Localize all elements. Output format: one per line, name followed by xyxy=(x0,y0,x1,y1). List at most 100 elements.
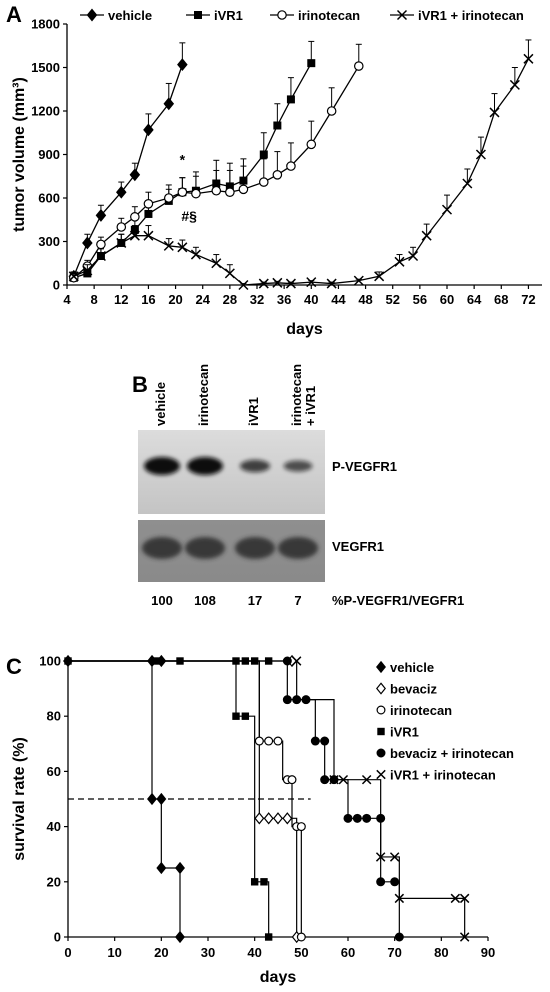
km-point-ivr1-irinotecan xyxy=(291,656,302,666)
panel-a-annotation: * xyxy=(180,152,186,168)
km-point-ivr1-irinotecan xyxy=(459,932,470,942)
km-point-ivr1 xyxy=(264,657,273,665)
band-p-vegfr1 xyxy=(283,460,313,472)
panel-c-letter: C xyxy=(6,654,22,679)
point-vehicle xyxy=(163,97,175,111)
legend-entry-ivr1-irinotecan: iVR1 + irinotecan xyxy=(390,8,524,23)
km-point-ivr1-irinotecan xyxy=(459,893,470,904)
point-ivr1-irinotecan xyxy=(143,230,154,241)
km-point-irinotecan xyxy=(254,736,264,746)
km-point-ivr1-irinotecan xyxy=(389,852,400,862)
legend-label-ivr1: iVR1 xyxy=(390,725,419,740)
point-irinotecan xyxy=(130,212,140,222)
panel-a-x-tick-label: 40 xyxy=(304,292,318,307)
band-p-vegfr1 xyxy=(239,459,271,473)
panel-a-x-tick-label: 48 xyxy=(358,292,372,307)
band-vegfr1 xyxy=(185,537,225,559)
km-point-bevaciz-irinotecan xyxy=(310,736,320,746)
point-irinotecan xyxy=(326,106,337,116)
panel-a-x-tick-label: 16 xyxy=(141,292,155,307)
km-point-bevaciz-irinotecan xyxy=(390,877,400,887)
point-ivr1-irinotecan xyxy=(475,149,486,160)
series-ivr1-irinotecan xyxy=(68,39,534,291)
legend-marker-ivr1-irinotecan xyxy=(396,9,408,21)
point-vehicle xyxy=(95,208,107,222)
quant-value: 7 xyxy=(294,593,301,608)
panel-a-y-tick-label: 1200 xyxy=(31,104,60,119)
point-irinotecan xyxy=(258,177,269,187)
panel-c-y-tick-label: 40 xyxy=(47,819,61,834)
point-ivr1-irinotecan xyxy=(374,271,385,282)
quant-value: 100 xyxy=(151,593,173,608)
km-point-vehicle xyxy=(175,930,185,944)
km-point-vehicle xyxy=(175,861,185,875)
band-p-vegfr1 xyxy=(187,457,223,475)
panel-a-y-tick-label: 0 xyxy=(53,278,60,293)
km-point-bevaciz-irinotecan xyxy=(320,775,330,785)
legend-label-bevaciz-irinotecan: bevaciz + irinotecan xyxy=(390,746,514,761)
series-irinotecan xyxy=(68,43,364,283)
km-point-irinotecan xyxy=(264,736,274,746)
km-point-bevaciz-irinotecan xyxy=(376,877,386,887)
band-vegfr1 xyxy=(235,537,275,559)
point-ivr1-irinotecan xyxy=(68,271,79,282)
legend-entry-ivr1-irinotecan: iVR1 + irinotecan xyxy=(376,768,496,783)
km-point-ivr1 xyxy=(232,657,240,665)
panel-c-x-tick-label: 90 xyxy=(481,945,495,960)
km-point-irinotecan xyxy=(296,932,306,942)
band-vegfr1 xyxy=(142,537,182,559)
panel-c-x-tick-label: 70 xyxy=(387,945,401,960)
point-ivr1 xyxy=(83,269,92,278)
legend-entry-vehicle: vehicle xyxy=(80,8,152,23)
point-irinotecan xyxy=(353,61,364,71)
point-ivr1-irinotecan xyxy=(95,250,106,262)
point-ivr1 xyxy=(307,59,316,68)
legend-marker-vehicle xyxy=(86,8,98,22)
quant-label: %P-VEGFR1/VEGFR1 xyxy=(332,593,464,608)
legend-entry-irinotecan: irinotecan xyxy=(270,8,360,23)
point-ivr1-irinotecan xyxy=(272,277,283,288)
km-point-irinotecan xyxy=(287,775,297,785)
km-point-bevaciz-irinotecan xyxy=(362,813,372,823)
series-ivr1 xyxy=(69,40,316,282)
point-irinotecan xyxy=(306,139,317,150)
point-ivr1-irinotecan xyxy=(509,79,520,90)
km-point-ivr1 xyxy=(152,657,161,665)
lane-label-vehicle: vehicle xyxy=(153,382,168,426)
point-ivr1-irinotecan xyxy=(82,265,93,276)
point-vehicle xyxy=(129,168,141,182)
legend-entry-ivr1: iVR1 xyxy=(186,8,243,23)
point-irinotecan xyxy=(177,187,188,197)
km-point-bevaciz-irinotecan xyxy=(352,813,362,823)
km-point-bevaciz-irinotecan xyxy=(301,695,311,705)
legend-label-vehicle: vehicle xyxy=(390,660,434,675)
legend-label-ivr1-irinotecan: iVR1 + irinotecan xyxy=(390,768,496,783)
series-line-vehicle xyxy=(73,64,183,277)
point-ivr1-irinotecan xyxy=(421,230,432,241)
point-irinotecan xyxy=(225,187,235,197)
legend-marker-ivr1-irinotecan xyxy=(376,769,386,780)
p-vegfr1-label: P-VEGFR1 xyxy=(332,459,397,474)
lane-label-ivr1: iVR1 xyxy=(246,397,261,426)
km-point-ivr1 xyxy=(264,933,273,941)
panel-a-x-tick-label: 32 xyxy=(250,292,264,307)
panel-c-legend: vehicle bevaciz irinotecan iVR1 bevaciz + ir… xyxy=(376,660,514,783)
vegfr1-blot xyxy=(138,520,325,582)
legend-marker-irinotecan xyxy=(277,10,287,20)
panel-a-x-tick-label: 20 xyxy=(168,292,182,307)
km-point-ivr1-irinotecan xyxy=(375,852,386,862)
km-point-ivr1 xyxy=(64,657,72,665)
vegfr1-label: VEGFR1 xyxy=(332,539,384,554)
km-point-ivr1 xyxy=(232,712,240,720)
panel-a-x-tick-label: 28 xyxy=(223,292,237,307)
legend-label-irinotecan: irinotecan xyxy=(298,8,360,23)
lane-label-line2: + iVR1 xyxy=(303,386,318,426)
legend-entry-ivr1: iVR1 xyxy=(377,725,419,740)
point-ivr1-irinotecan xyxy=(258,278,269,289)
panel-b-letter: B xyxy=(132,372,148,397)
km-point-ivr1 xyxy=(241,712,250,720)
panel-a-x-tick-label: 44 xyxy=(331,292,346,307)
legend-label-vehicle: vehicle xyxy=(108,8,152,23)
p-vegfr1-blot xyxy=(138,430,325,514)
panel-c-y-tick-label: 20 xyxy=(47,874,61,889)
